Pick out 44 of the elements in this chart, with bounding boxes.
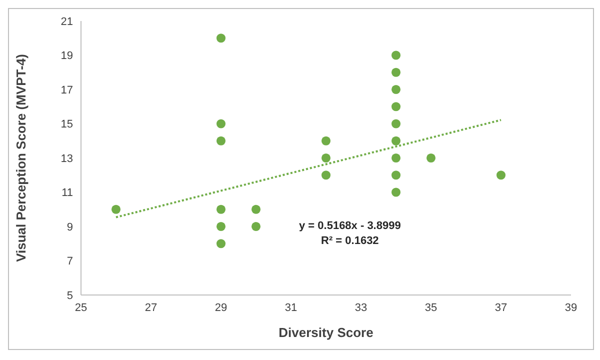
- point: [111, 204, 121, 214]
- y-tick-label: 21: [60, 16, 73, 28]
- y-tick-label: 7: [66, 256, 73, 268]
- point: [216, 239, 226, 248]
- x-tick-label: 39: [564, 302, 578, 314]
- x-tick-label: 35: [424, 302, 438, 314]
- point: [216, 34, 226, 43]
- point: [321, 136, 331, 146]
- y-tick-label: 11: [62, 187, 73, 200]
- point: [391, 50, 401, 60]
- point: [391, 102, 401, 112]
- point: [216, 222, 226, 232]
- point: [321, 170, 331, 180]
- point: [426, 153, 436, 163]
- point: [391, 170, 401, 180]
- point: [496, 170, 506, 180]
- point: [391, 188, 401, 197]
- point: [391, 136, 401, 146]
- point: [321, 153, 331, 163]
- point: [216, 119, 226, 128]
- y-tick-label: 19: [60, 50, 73, 62]
- x-axis-title: Diversity Score: [278, 325, 374, 340]
- x-tick-label: 27: [144, 302, 158, 314]
- point: [391, 119, 401, 128]
- y-axis-title: Visual Perception Score (MVPT-4): [14, 54, 29, 262]
- x-tick-label: 37: [494, 302, 508, 314]
- point: [216, 136, 226, 146]
- y-tick-label: 13: [60, 152, 73, 165]
- x-tick-label: 31: [284, 302, 298, 314]
- x-tick-label: 25: [74, 302, 88, 314]
- point: [391, 68, 401, 77]
- annotation: R² = 0.1632: [320, 234, 380, 249]
- point: [216, 204, 226, 214]
- y-tick-label: 15: [60, 118, 73, 131]
- point: [251, 204, 261, 214]
- point: [391, 84, 401, 94]
- point: [251, 222, 261, 232]
- y-tick-label: 5: [66, 290, 73, 302]
- annotation: y = 0.5168x - 3.8999: [299, 219, 401, 234]
- x-tick-label: 33: [354, 302, 368, 314]
- y-tick-label: 9: [66, 221, 73, 234]
- x-tick-label: 29: [214, 302, 228, 314]
- point: [391, 153, 401, 163]
- y-tick-label: 17: [60, 84, 73, 96]
